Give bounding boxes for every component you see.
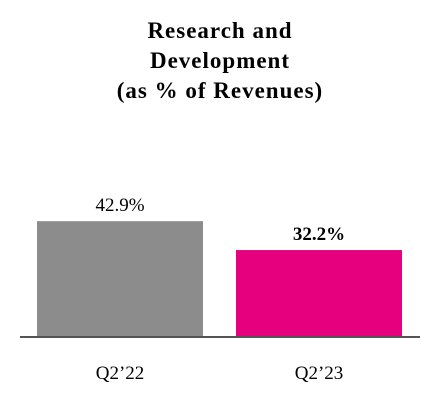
data-label-2: 32.2% [293, 224, 345, 245]
data-label-1: 42.9% [95, 195, 144, 216]
chart-title-line-2: Development [149, 48, 291, 73]
bar-2 [236, 250, 402, 337]
chart-title-line-1: Research and [147, 18, 293, 43]
bar-1 [37, 221, 203, 337]
chart-title: Research and Development (as % of Revenu… [0, 16, 440, 106]
chart-title-line-3: (as % of Revenues) [116, 78, 324, 103]
category-label-1: Q2’22 [96, 363, 145, 384]
category-label-2: Q2’23 [295, 363, 344, 384]
